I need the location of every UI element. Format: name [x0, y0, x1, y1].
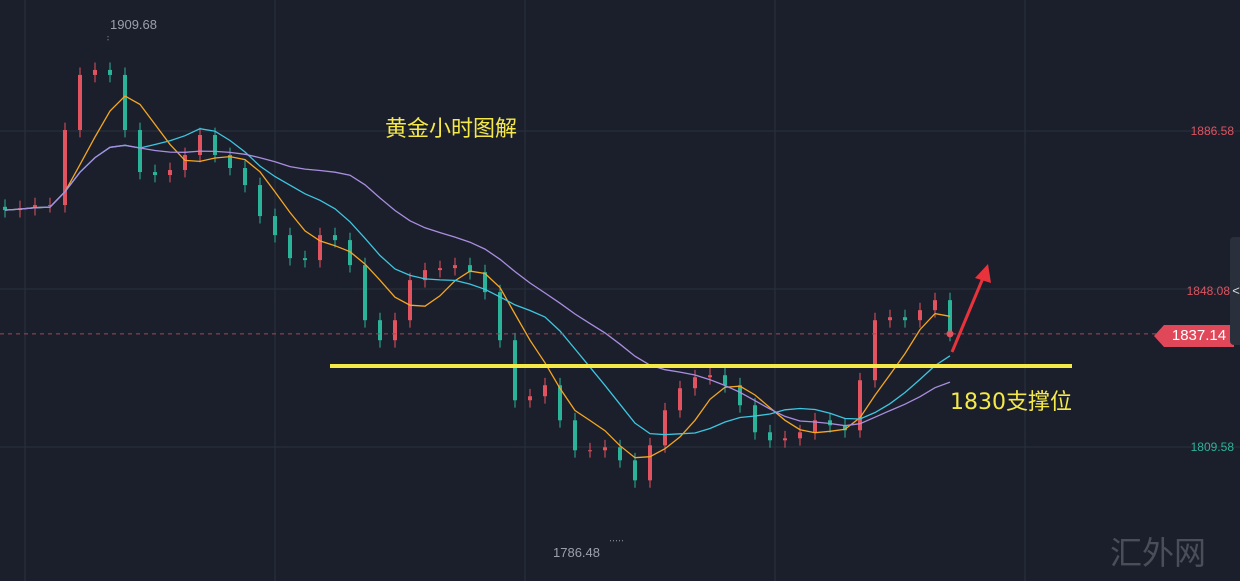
candle-body	[108, 69, 112, 75]
candle-body	[588, 450, 592, 452]
min-price-label: 1786.48	[553, 545, 600, 560]
last-price-marker	[946, 330, 954, 338]
candle-body	[393, 320, 397, 341]
candle-body	[438, 268, 442, 271]
candle-body	[333, 235, 337, 241]
candle-body	[273, 216, 277, 236]
y-tick-label: 1848.08	[1186, 284, 1230, 298]
candle-body	[678, 388, 682, 411]
candle-body	[168, 170, 172, 176]
candle-body	[813, 420, 817, 433]
candle-body	[918, 310, 922, 321]
candle-body	[798, 432, 802, 439]
candle-body	[318, 235, 322, 261]
candle-body	[528, 396, 532, 401]
candle-body	[783, 438, 787, 441]
candle-body	[483, 272, 487, 293]
candle-body	[198, 135, 202, 156]
candle-body	[903, 317, 907, 321]
candle-body	[498, 292, 502, 341]
candle-body	[363, 265, 367, 321]
candle-body	[663, 410, 667, 446]
moving-average-line-5	[4, 95, 951, 459]
arrow-up-icon	[975, 264, 991, 283]
candle-body	[648, 445, 652, 481]
candle-body	[753, 405, 757, 433]
candle-body	[303, 258, 307, 261]
candle-body	[258, 185, 262, 217]
candle-body	[708, 375, 712, 378]
candle-body	[828, 420, 832, 426]
candle-body	[618, 447, 622, 461]
candle-body	[243, 168, 247, 186]
candle-body	[933, 300, 937, 311]
candle-body	[723, 375, 727, 386]
candle-body	[288, 235, 292, 259]
candle-body	[513, 340, 517, 401]
candle-body	[378, 320, 382, 341]
candle-body	[348, 240, 352, 266]
candle-body	[408, 280, 412, 321]
candle-body	[3, 206, 7, 211]
candle-body	[768, 432, 772, 441]
candle-body	[573, 420, 577, 451]
chart-annotation-title: 黄金小时图解	[385, 117, 518, 142]
candle-body	[78, 74, 82, 131]
arrow-shaft	[950, 277, 985, 353]
candle-body	[888, 317, 892, 321]
candle-body	[33, 205, 37, 209]
watermark: 汇外网	[1110, 534, 1207, 572]
candle-body	[468, 265, 472, 273]
candle-body	[858, 380, 862, 431]
moving-average-line-10	[4, 128, 951, 436]
support-label: 1830支撑位	[950, 390, 1072, 415]
y-tick-label: 1809.58	[1190, 440, 1234, 454]
candle-body	[123, 74, 127, 131]
last-price-tag: 1837.14	[1154, 325, 1234, 347]
moving-average-line-20	[4, 144, 951, 427]
candle-body	[48, 205, 52, 207]
max-price-label: 1909.68	[110, 17, 157, 32]
candle-body	[633, 460, 637, 481]
candle-body	[693, 377, 697, 389]
candle-body	[423, 270, 427, 281]
candle-body	[63, 130, 67, 206]
candle-body	[948, 300, 952, 334]
candle-body	[558, 385, 562, 421]
candle-body	[873, 320, 877, 381]
candle-body	[138, 130, 142, 173]
candle-body	[183, 155, 187, 171]
candle-body	[453, 265, 457, 269]
candle-body	[603, 447, 607, 451]
candle-body	[543, 385, 547, 397]
candle-body	[228, 155, 232, 169]
candle-body	[153, 172, 157, 176]
candle-body	[93, 69, 97, 75]
y-tick-label: 1886.58	[1190, 124, 1234, 138]
candle-body	[843, 425, 847, 431]
candle-body	[213, 135, 217, 156]
candle-body	[738, 385, 742, 406]
panel-toggle-button[interactable]: <	[1230, 237, 1240, 345]
